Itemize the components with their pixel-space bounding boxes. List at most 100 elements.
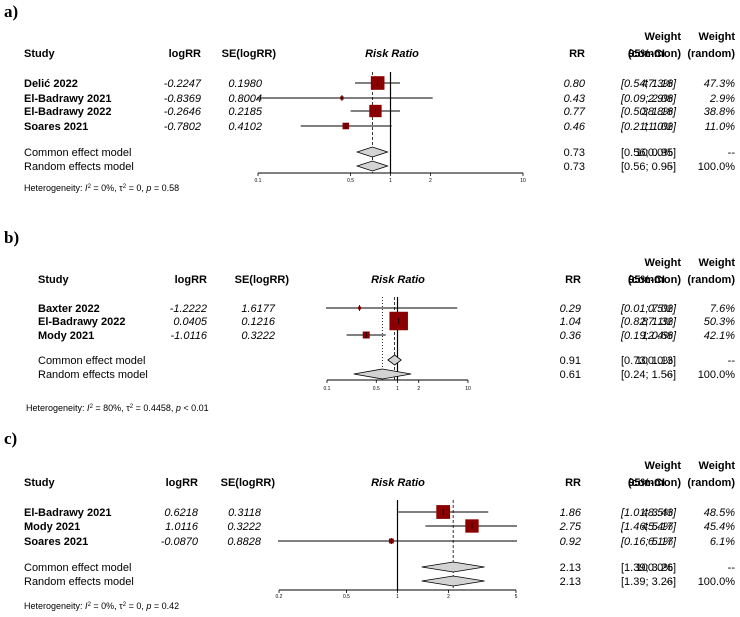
x-axis-tick-label: 1 xyxy=(396,386,399,392)
superscript-2: 2 xyxy=(88,184,92,190)
header-weight-random-2: (random) xyxy=(687,477,735,489)
model-weight-random: -- xyxy=(728,147,736,159)
heterogeneity-i2-sym: I xyxy=(85,183,88,193)
model-weight-random: 100.0% xyxy=(698,576,736,588)
study-name: El-Badrawy 2021 xyxy=(24,93,111,105)
model-rr: 2.13 xyxy=(560,562,581,574)
header-weight-common-1: Weight xyxy=(645,460,682,472)
study-weight-random: 7.6% xyxy=(710,303,735,315)
superscript-2: 2 xyxy=(123,184,127,190)
heterogeneity-stats: Heterogeneity: I2 = 0%, τ2 = 0, p = 0.58 xyxy=(24,183,179,193)
header-study: Study xyxy=(24,48,55,60)
heterogeneity-prefix: Heterogeneity: xyxy=(26,403,87,413)
study-logrr: -0.2247 xyxy=(164,78,202,90)
heterogeneity-i2-val: = 80%, xyxy=(93,403,126,413)
study-weight-common: 6.1% xyxy=(648,536,673,548)
model-diamond xyxy=(355,146,389,158)
study-rr: 2.75 xyxy=(559,521,582,533)
superscript-2: 2 xyxy=(130,404,134,410)
study-weight-common: 11.0% xyxy=(643,121,674,133)
header-risk-ratio: Risk Ratio xyxy=(371,274,425,286)
model-diamond xyxy=(421,561,485,573)
superscript-2: 2 xyxy=(88,602,92,608)
study-rr: 0.43 xyxy=(564,93,586,105)
model-weight-common: 100.0% xyxy=(636,355,674,367)
study-logrr: -1.0116 xyxy=(171,330,208,342)
model-name: Random effects model xyxy=(24,576,134,588)
model-diamond xyxy=(353,368,412,380)
study-rr: 0.77 xyxy=(564,106,586,118)
heterogeneity-stats: Heterogeneity: I2 = 80%, τ2 = 0.4458, p … xyxy=(26,403,209,413)
study-weight-random: 47.3% xyxy=(704,78,735,90)
header-logrr: logRR xyxy=(175,274,207,286)
x-axis-tick-label: 0.5 xyxy=(343,594,350,600)
study-rr: 0.80 xyxy=(564,78,586,90)
heterogeneity-i2-sym: I xyxy=(85,601,88,611)
header-se: SE(logRR) xyxy=(221,477,276,489)
header-logrr: logRR xyxy=(169,48,201,60)
study-weight-common: 12.4% xyxy=(642,330,673,342)
header-weight-common-1: Weight xyxy=(645,31,682,43)
heterogeneity-p-val: = 0.42 xyxy=(151,601,179,611)
forest-panel-a: a) Study logRR SE(logRR) Risk Ratio RR 95%-CI W… xyxy=(4,2,735,193)
header-ci: 95%-CI xyxy=(628,274,665,286)
model-diamond xyxy=(355,160,389,172)
study-name: Soares 2021 xyxy=(24,536,88,548)
study-logrr: -1.2222 xyxy=(170,303,207,315)
model-ci: [0.56; 0.95] xyxy=(621,147,676,159)
heterogeneity-tau-val: = 0, xyxy=(126,601,146,611)
model-weight-random: -- xyxy=(728,355,736,367)
study-se: 0.8828 xyxy=(227,536,262,548)
study-rr: 0.29 xyxy=(560,303,581,315)
header-weight-common-2: (common) xyxy=(628,48,682,60)
heterogeneity-p-sym: p xyxy=(175,403,181,413)
heterogeneity-tau-sym: τ xyxy=(119,601,123,611)
header-weight-random-2: (random) xyxy=(687,48,735,60)
x-axis-tick-label: 2 xyxy=(417,386,420,392)
panel-label: a) xyxy=(4,2,18,21)
x-axis-tick-label: 0.5 xyxy=(347,178,354,184)
superscript-2: 2 xyxy=(90,404,94,410)
study-ci: [0.19; 0.68] xyxy=(620,330,677,342)
study-weight-common: 45.4% xyxy=(642,521,673,533)
study-logrr: -0.8369 xyxy=(164,93,201,105)
header-rr: RR xyxy=(565,274,581,286)
study-rr: 1.86 xyxy=(560,507,582,519)
study-name: El-Badrawy 2022 xyxy=(24,106,111,118)
heterogeneity-p-val: = 0.58 xyxy=(151,183,179,193)
study-ci: [0.54; 1.18] xyxy=(620,78,677,90)
study-weight-random: 11.0% xyxy=(705,121,736,133)
study-weight-random: 50.3% xyxy=(704,316,735,328)
study-ci: [0.50; 1.18] xyxy=(620,106,677,118)
heterogeneity-i2-val: = 0%, xyxy=(91,601,119,611)
x-axis-tick-label: 0.5 xyxy=(373,386,380,392)
header-ci: 95%-CI xyxy=(628,477,665,489)
heterogeneity-p-val: < 0.01 xyxy=(181,403,209,413)
study-ci: [0.09; 2.08] xyxy=(620,93,677,105)
x-axis-tick-label: 0.2 xyxy=(276,594,283,600)
header-risk-ratio: Risk Ratio xyxy=(371,477,425,489)
heterogeneity-tau-val: = 0.4458, xyxy=(133,403,176,413)
study-se: 0.1216 xyxy=(241,316,276,328)
model-weight-common: -- xyxy=(666,161,674,173)
study-weight-common: 2.9% xyxy=(647,93,673,105)
header-weight-common-2: (common) xyxy=(628,274,682,286)
study-se: 0.3222 xyxy=(241,330,275,342)
study-logrr: -0.2646 xyxy=(164,106,202,118)
study-weight-random: 48.5% xyxy=(704,507,735,519)
study-weight-common: 48.5% xyxy=(642,507,673,519)
heterogeneity-p-sym: p xyxy=(145,601,151,611)
heterogeneity-stats: Heterogeneity: I2 = 0%, τ2 = 0, p = 0.42 xyxy=(24,601,179,611)
study-name: El-Badrawy 2021 xyxy=(24,507,111,519)
model-name: Random effects model xyxy=(24,161,134,173)
model-name: Random effects model xyxy=(38,369,148,381)
study-name: Soares 2021 xyxy=(24,121,88,133)
study-logrr: 0.0405 xyxy=(173,316,208,328)
study-weight-random: 42.1% xyxy=(704,330,735,342)
header-weight-random-1: Weight xyxy=(699,257,736,269)
forest-panel-c: c) Study logRR SE(logRR) Risk Ratio RR 95%-CI W… xyxy=(4,429,735,611)
study-weight-random: 2.9% xyxy=(709,93,735,105)
heterogeneity-tau-sym: τ xyxy=(126,403,130,413)
x-axis-tick-label: 1 xyxy=(396,594,399,600)
